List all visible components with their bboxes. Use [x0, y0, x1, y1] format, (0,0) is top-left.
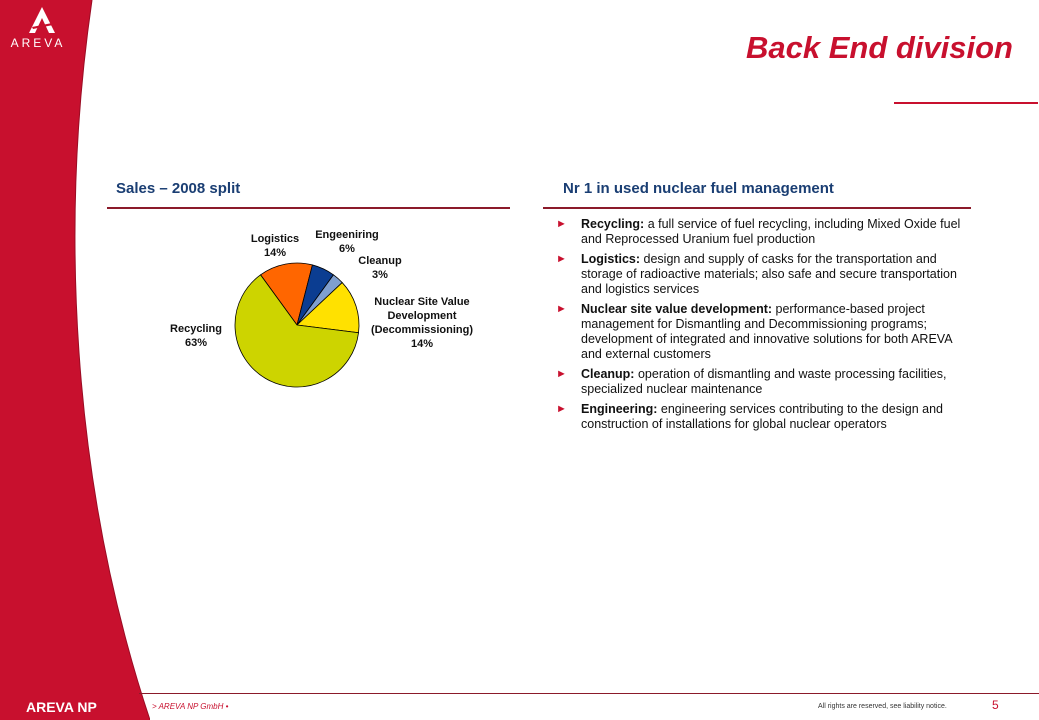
bullet-arrow-icon: ►: [556, 253, 567, 265]
slide-title: Back End division: [745, 30, 1013, 65]
sidebar-band: [0, 0, 150, 720]
page-number: 5: [992, 698, 999, 712]
footer-rule: [139, 693, 1039, 694]
bullet-text: design and supply of casks for the trans…: [581, 252, 957, 296]
areva-logo-text: AREVA: [10, 36, 66, 50]
title-underline: [894, 102, 1038, 104]
fuel-management-heading: Nr 1 in used nuclear fuel management: [563, 180, 834, 197]
bullet-arrow-icon: ►: [556, 368, 567, 380]
bullet-arrow-icon: ►: [556, 218, 567, 230]
pie-label-name: Development: [387, 310, 456, 322]
services-bullet-list: ► Recycling: a full service of fuel recyc…: [556, 217, 976, 437]
bullet-label: Recycling:: [581, 217, 645, 231]
sales-pie-chart: Logistics 14% Engeeniring 6%Cleanup 3% Nuclea…: [170, 229, 473, 388]
footer-company: > AREVA NP GmbH •: [152, 702, 229, 711]
pie-slice-logistics: [259, 262, 313, 326]
brand-footer-label: AREVA NP: [26, 699, 97, 715]
bullet-arrow-icon: ►: [556, 303, 567, 315]
pie-label-name: Nuclear Site Value: [374, 296, 469, 308]
bullet-item: ► Recycling: a full service of fuel recyc…: [556, 217, 976, 247]
pie-label-name: Cleanup: [358, 255, 402, 267]
bullet-item: ► Engineering: engineering services contr…: [556, 402, 976, 432]
pie-label-value: 14%: [264, 247, 286, 259]
pie-label-name: Recycling: [170, 323, 222, 335]
left-heading-rule: [107, 207, 510, 209]
pie-label-name: Engeeniring: [315, 229, 379, 241]
bullet-item: ► Cleanup: operation of dismantling and w…: [556, 367, 976, 397]
bullet-text: operation of dismantling and waste proce…: [581, 367, 947, 396]
pie-label-value: 63%: [185, 337, 207, 349]
sales-split-heading: Sales – 2008 split: [116, 180, 241, 197]
areva-logo-icon: [29, 7, 55, 33]
pie-slice-nuclear-site-value-development-decommissioning: [296, 281, 360, 334]
right-heading-rule: [543, 207, 971, 209]
bullet-item: ► Nuclear site value development: perform…: [556, 302, 976, 362]
bullet-label: Nuclear site value development:: [581, 302, 773, 316]
bullet-label: Engineering:: [581, 402, 658, 416]
pie-label-value: 14%: [411, 338, 433, 350]
pie-label-value: 3%: [372, 269, 388, 281]
bullet-text: engineering services contributing to the…: [581, 402, 944, 431]
bullet-item: ► Logistics: design and supply of casks f…: [556, 252, 976, 297]
pie-slice-recycling: [234, 274, 359, 388]
footer-rights-notice: All rights are reserved, see liability n…: [818, 703, 947, 710]
bullet-arrow-icon: ►: [556, 403, 567, 415]
bullet-label: Cleanup:: [581, 367, 635, 381]
bullet-text: performance-based project management for…: [581, 302, 952, 361]
pie-label-name: Logistics: [251, 233, 299, 245]
bullet-text: a full service of fuel recycling, includ…: [581, 217, 961, 246]
pie-label-name: (Decommissioning): [371, 324, 473, 336]
bullet-label: Logistics:: [581, 252, 641, 266]
pie-label-value: 6%: [339, 243, 355, 255]
